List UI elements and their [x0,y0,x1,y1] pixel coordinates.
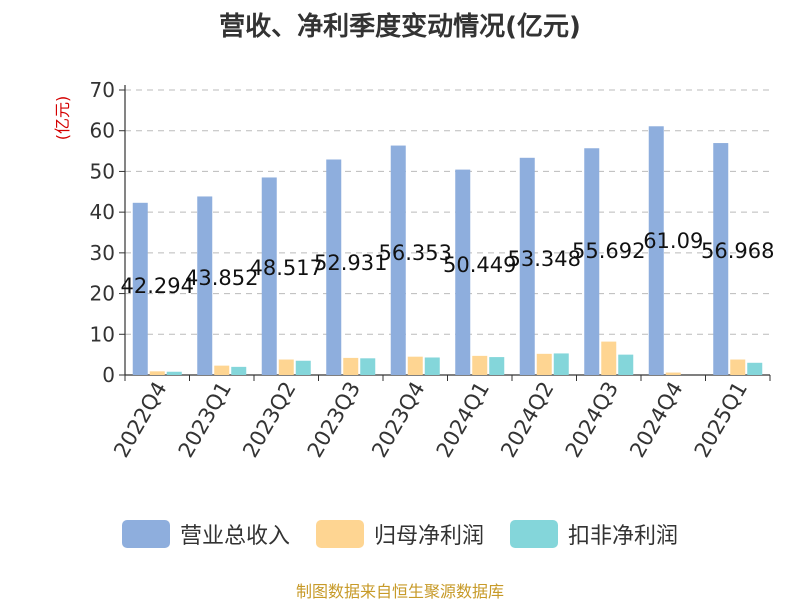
bar-deducted-net-profit [424,357,440,375]
x-tick-label: 2024Q3 [561,378,623,462]
x-tick-label: 2024Q4 [625,378,687,462]
bar-revenue [519,157,535,375]
bar-deducted-net-profit [360,358,376,375]
data-label: 43.852 [185,266,258,290]
bar-net-profit [665,372,681,375]
legend-swatch [121,520,170,548]
data-label: 48.517 [250,256,323,280]
bar-deducted-net-profit [295,360,311,375]
legend-label: 归母净利润 [373,524,484,549]
x-tick-label: 2023Q4 [367,378,429,462]
x-tick-label: 2023Q2 [238,378,300,462]
legend-item[interactable]: 营业总收入 [121,518,290,550]
bar-deducted-net-profit [231,366,247,375]
y-tick-label: 70 [90,78,115,102]
bar-net-profit [214,365,230,375]
data-label: 53.348 [508,247,581,271]
bar-net-profit [536,353,552,375]
bar-net-profit [407,356,423,375]
data-label: 42.294 [121,274,194,298]
data-source-note: 制图数据来自恒生聚源数据库 [295,582,504,601]
data-label: 56.968 [701,239,774,263]
bar-net-profit [472,355,488,375]
legend: 营业总收入 归母净利润 扣非净利润 [0,518,800,550]
bar-revenue [326,159,342,375]
bar-revenue [390,145,406,375]
x-tick-label: 2024Q2 [496,378,558,462]
bar-revenue [584,148,600,375]
chart-title: 营收、净利季度变动情况(亿元) [219,12,581,42]
legend-swatch [510,520,558,548]
data-label: 61.09 [643,229,703,253]
bar-net-profit [343,357,359,375]
x-tick-label: 2023Q3 [303,378,365,462]
bar-deducted-net-profit [618,354,634,375]
bar-deducted-net-profit [553,353,569,375]
bar-net-profit [278,359,294,375]
bar-deducted-net-profit [166,371,182,375]
x-tick-label: 2023Q1 [174,378,236,462]
y-tick-label: 60 [90,119,115,143]
bar-deducted-net-profit [747,362,763,375]
bar-net-profit [601,341,617,375]
data-label: 55.692 [572,239,645,263]
bar-revenue [261,177,277,375]
y-axis-label: (亿元) [53,96,72,141]
y-tick-label: 50 [90,159,115,183]
y-tick-label: 30 [90,241,115,265]
x-tick-label: 2024Q1 [432,378,494,462]
legend-item[interactable]: 扣非净利润 [510,518,678,550]
bar-deducted-net-profit [489,357,505,375]
legend-item[interactable]: 归母净利润 [315,518,484,550]
data-label: 56.353 [379,241,452,265]
legend-swatch [315,520,364,548]
bar-revenue [648,126,664,375]
bar-revenue [132,202,148,375]
x-tick-label: 2025Q1 [690,378,752,462]
y-tick-label: 10 [90,322,115,346]
legend-label: 扣非净利润 [568,524,679,549]
legend-label: 营业总收入 [179,524,290,549]
bar-revenue [197,196,213,375]
bar-revenue [713,143,729,375]
y-tick-label: 20 [90,282,115,306]
data-label: 50.449 [443,253,516,277]
bar-revenue [455,169,471,375]
bar-net-profit [730,359,746,375]
y-tick-label: 40 [90,200,115,224]
y-tick-label: 0 [102,363,115,387]
x-tick-label: 2022Q4 [109,378,171,462]
data-label: 52.931 [314,251,387,275]
bar-net-profit [149,371,165,375]
